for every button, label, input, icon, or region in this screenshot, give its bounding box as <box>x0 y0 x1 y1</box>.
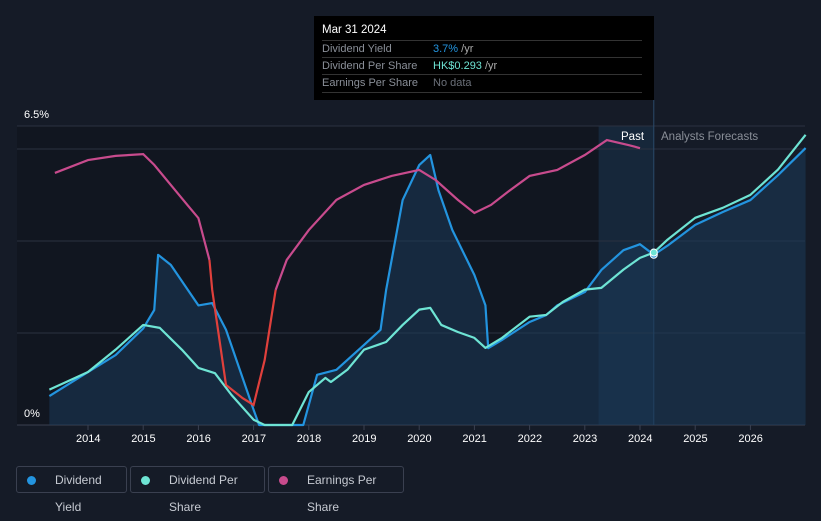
dividend-per-share-line <box>48 134 807 427</box>
tooltip-unit: /yr <box>458 43 474 55</box>
tooltip-value: HK$0.293 <box>433 60 482 72</box>
x-tick-label: 2025 <box>683 433 708 445</box>
dividend-yield-line <box>48 147 807 427</box>
tooltip: Mar 31 2024 Dividend Yield 3.7% /yr Divi… <box>314 16 654 100</box>
y-axis-bottom-label: 0% <box>24 408 40 420</box>
x-tick-label: 2022 <box>517 433 543 445</box>
earnings-per-share-negative-line <box>208 259 277 407</box>
x-tick-label: 2024 <box>628 433 653 445</box>
tooltip-row-eps: Earnings Per Share No data <box>322 74 642 93</box>
dividend-yield-area <box>49 148 806 425</box>
dividend-chart <box>17 100 807 430</box>
x-tick-label: 2014 <box>76 433 101 445</box>
tooltip-row-dividend-yield: Dividend Yield 3.7% /yr <box>322 40 642 58</box>
tooltip-date: Mar 31 2024 <box>322 24 387 36</box>
past-region-label: Past <box>621 131 645 143</box>
tooltip-value: No data <box>433 77 472 89</box>
legend-dividend-yield[interactable]: Dividend Yield <box>16 466 127 514</box>
x-tick-label: 2026 <box>738 433 763 445</box>
legend-dot-icon <box>279 476 288 485</box>
legend-dot-icon <box>141 476 150 485</box>
tooltip-unit: /yr <box>481 60 498 72</box>
earnings-per-share-line <box>274 138 641 291</box>
x-tick-label: 2017 <box>241 433 267 445</box>
y-axis-top-label: 6.5% <box>24 109 50 121</box>
legend-dividend-per-share[interactable]: Dividend Per Share <box>130 466 265 514</box>
dividend-per-share-marker <box>649 248 658 257</box>
tooltip-label: Dividend Per Share <box>322 60 418 72</box>
x-tick-label: 2015 <box>131 433 156 445</box>
earnings-per-share-line <box>54 152 211 261</box>
x-tick-label: 2023 <box>572 433 598 445</box>
tooltip-label: Dividend Yield <box>322 43 392 55</box>
tooltip-value: 3.7% <box>433 43 459 55</box>
legend-dot-icon <box>27 476 36 485</box>
forecast-region-label: Analysts Forecasts <box>661 131 759 143</box>
tooltip-row-dividend-per-share: Dividend Per Share HK$0.293 /yr <box>322 57 642 75</box>
tooltip-label: Earnings Per Share <box>322 77 418 89</box>
x-tick-label: 2016 <box>186 433 211 445</box>
legend-earnings-per-share[interactable]: Earnings Per Share <box>268 466 404 514</box>
x-tick-label: 2018 <box>296 433 322 445</box>
x-tick-label: 2019 <box>352 433 377 445</box>
x-tick-label: 2021 <box>462 433 487 445</box>
x-tick-label: 2020 <box>407 433 432 445</box>
